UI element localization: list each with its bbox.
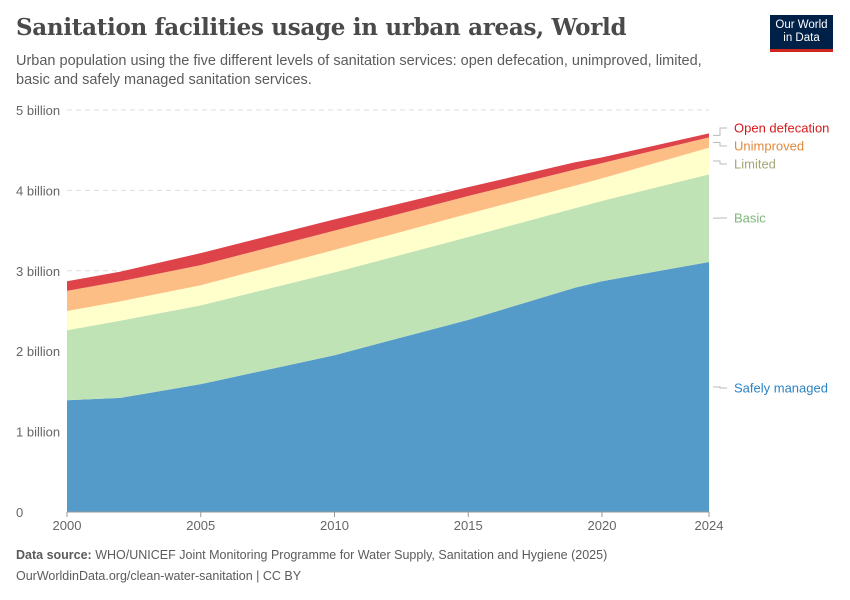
source-text[interactable]: WHO/UNICEF Joint Monitoring Programme fo… bbox=[95, 548, 608, 562]
owid-logo[interactable]: Our World in Data bbox=[770, 15, 833, 52]
y-tick-label: 1 billion bbox=[16, 425, 60, 440]
data-source: Data source: WHO/UNICEF Joint Monitoring… bbox=[16, 548, 607, 562]
series-label: Unimproved bbox=[734, 139, 804, 154]
series-label: Basic bbox=[734, 211, 766, 226]
y-tick-label: 2 billion bbox=[16, 344, 60, 359]
chart-title: Sanitation facilities usage in urban are… bbox=[16, 14, 627, 41]
x-tick-label: 2020 bbox=[588, 518, 617, 533]
area-unimproved bbox=[67, 137, 709, 311]
y-tick-label: 3 billion bbox=[16, 264, 60, 279]
logo-line2: in Data bbox=[783, 32, 820, 44]
url-license[interactable]: OurWorldinData.org/clean-water-sanitatio… bbox=[16, 569, 302, 583]
x-tick-label: 2000 bbox=[53, 518, 82, 533]
chart-subtitle: Urban population using the five differen… bbox=[16, 53, 702, 88]
y-tick-label: 4 billion bbox=[16, 183, 60, 198]
label-connector bbox=[713, 386, 727, 389]
y-tick-label: 5 billion bbox=[16, 103, 60, 118]
area-open-defecation bbox=[67, 133, 709, 291]
area-limited bbox=[67, 147, 709, 331]
x-tick-label: 2005 bbox=[186, 518, 215, 533]
area-safely-managed bbox=[67, 261, 709, 512]
label-connector bbox=[713, 160, 727, 165]
series-label: Safely managed bbox=[734, 381, 828, 396]
y-tick-label: 0 bbox=[16, 505, 23, 520]
x-tick-label: 2010 bbox=[320, 518, 349, 533]
source-label: Data source: bbox=[16, 548, 92, 562]
area-basic bbox=[67, 174, 709, 401]
label-connector bbox=[713, 127, 727, 136]
series-label: Open defecation bbox=[734, 121, 829, 136]
x-tick-label: 2015 bbox=[454, 518, 483, 533]
series-label: Limited bbox=[734, 157, 776, 172]
logo-line1: Our World bbox=[775, 19, 828, 31]
x-tick-label: 2024 bbox=[695, 518, 724, 533]
label-connector bbox=[713, 142, 727, 147]
